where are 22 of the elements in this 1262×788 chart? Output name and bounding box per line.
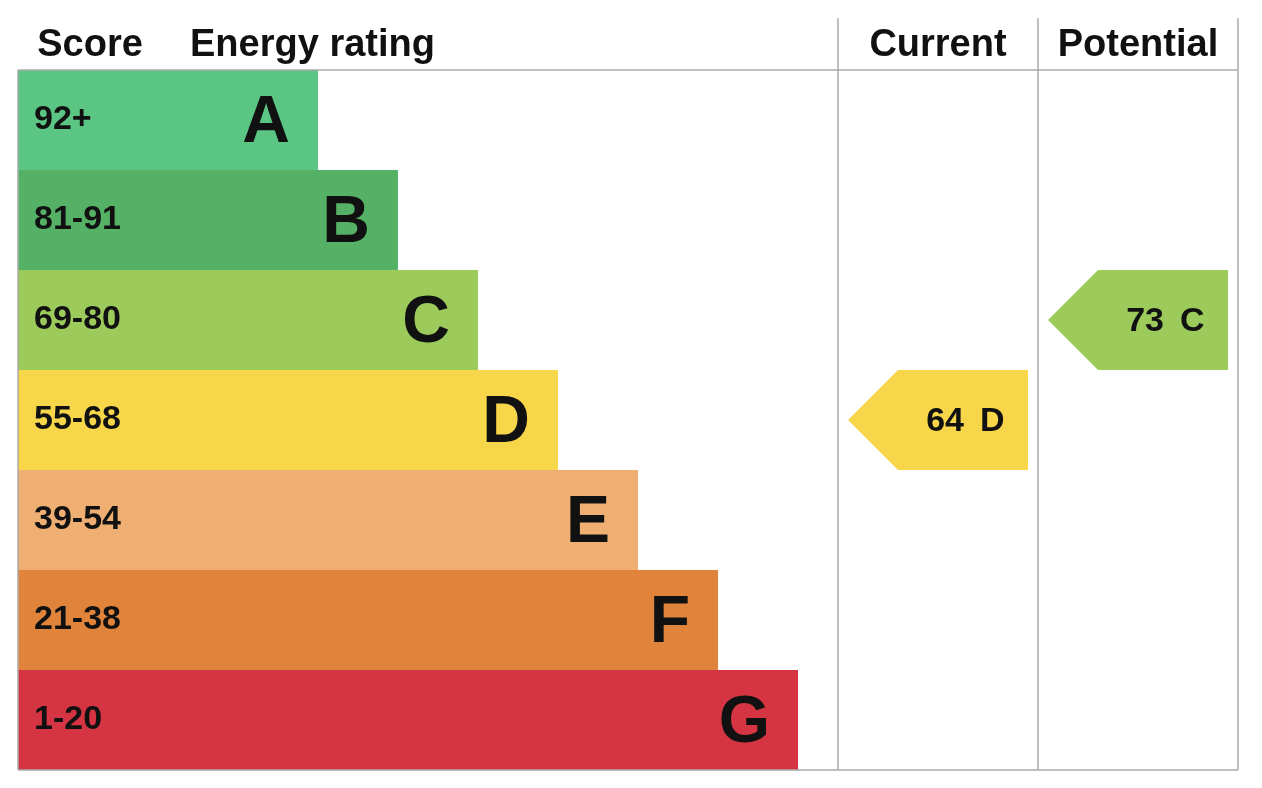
text: Current bbox=[869, 22, 1007, 65]
data-label: 73 bbox=[1126, 300, 1164, 339]
category-label: 92+ bbox=[34, 98, 92, 137]
category-label: 55-68 bbox=[34, 398, 121, 437]
text: Potential bbox=[1057, 22, 1219, 65]
text: G bbox=[718, 682, 770, 757]
text: Energy rating bbox=[190, 22, 435, 65]
category-label: 39-54 bbox=[34, 498, 122, 537]
text: B bbox=[322, 182, 370, 257]
category-label: 21-38 bbox=[34, 598, 121, 637]
text: D bbox=[482, 382, 530, 457]
text: D bbox=[980, 400, 1005, 439]
text: C bbox=[402, 282, 450, 357]
data-label: 64 bbox=[926, 400, 965, 439]
text: F bbox=[649, 582, 690, 657]
text: E bbox=[565, 482, 610, 557]
text: C bbox=[1180, 300, 1205, 339]
text: A bbox=[242, 82, 290, 157]
category-label: 1-20 bbox=[34, 698, 103, 737]
category-label: 69-80 bbox=[34, 298, 121, 337]
category-label: 81-91 bbox=[34, 198, 121, 237]
text: Score bbox=[37, 22, 143, 65]
